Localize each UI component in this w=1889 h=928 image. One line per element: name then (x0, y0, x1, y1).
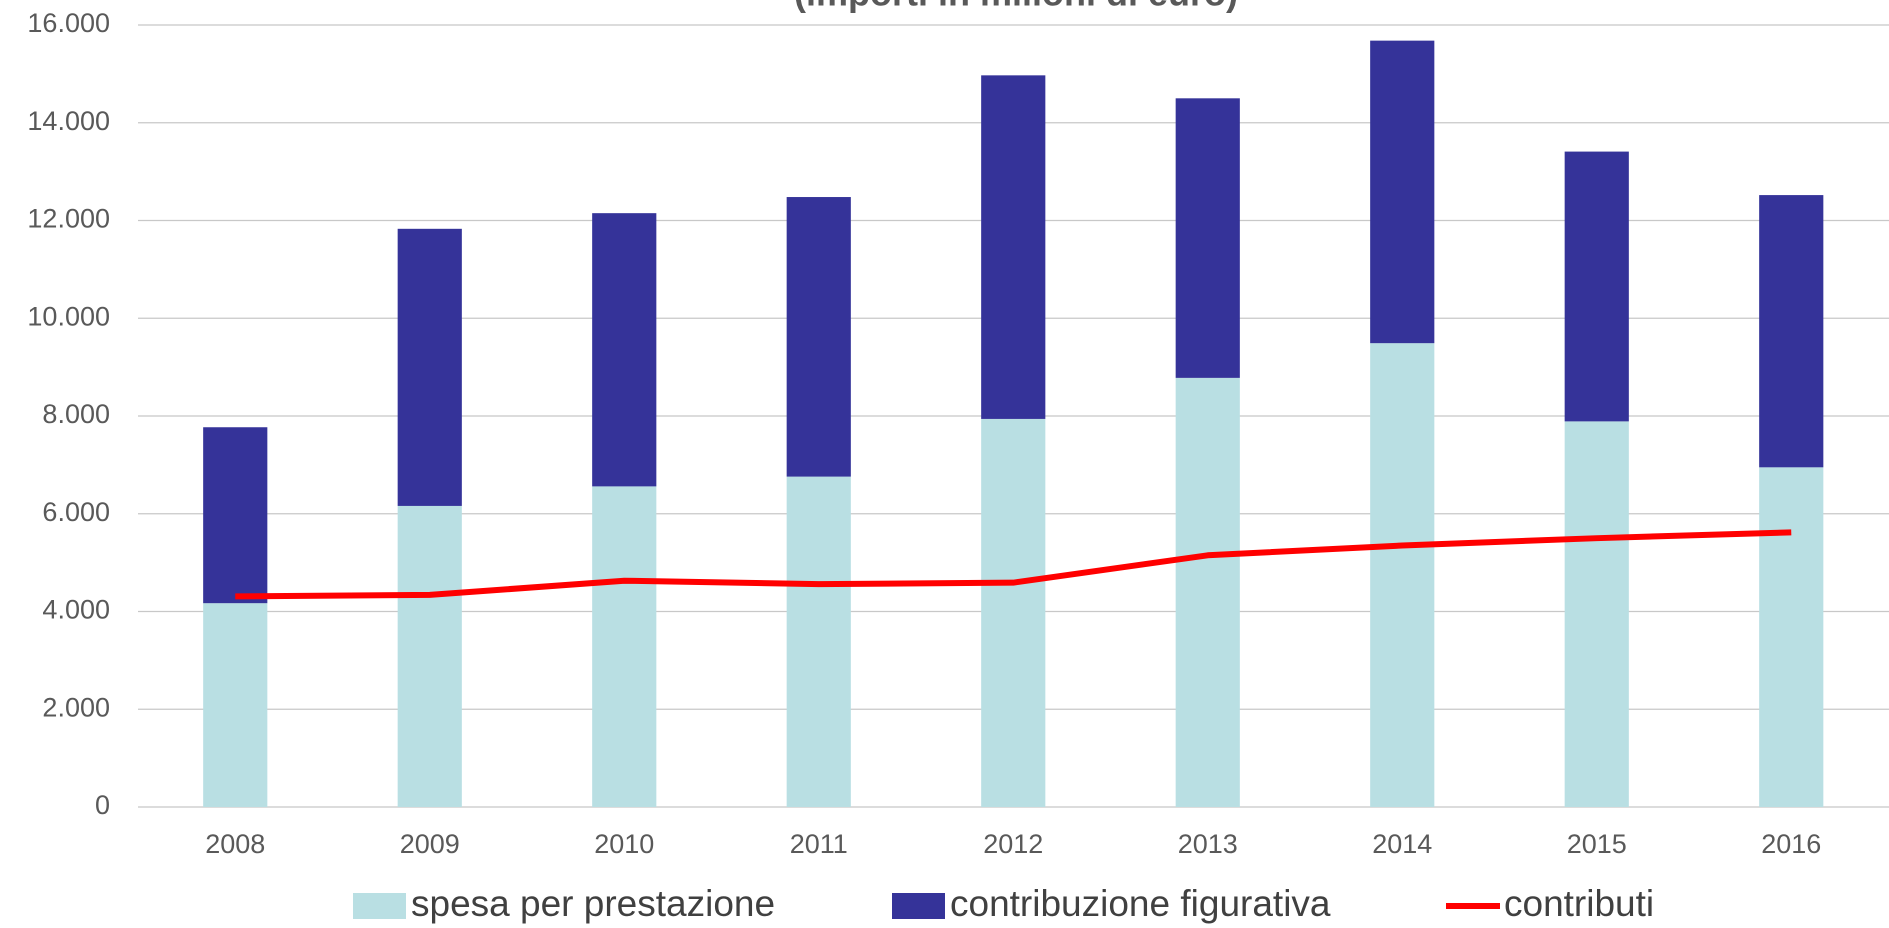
y-tick-label: 0 (95, 790, 110, 820)
bar (1370, 343, 1435, 807)
line (235, 529, 1792, 600)
bar (203, 603, 268, 807)
legend-swatch (892, 893, 945, 919)
bar (592, 486, 657, 807)
bar (1564, 151, 1629, 422)
y-tick-label: 16.000 (27, 8, 110, 38)
x-tick-label: 2012 (983, 829, 1043, 859)
bar (1759, 195, 1824, 468)
bar (981, 75, 1046, 419)
legend-label: contribuzione figurativa (950, 883, 1331, 924)
legend-swatch (353, 893, 406, 919)
bar (397, 228, 462, 506)
x-tick-label: 2011 (790, 829, 848, 859)
y-tick-label: 4.000 (42, 595, 110, 625)
x-tick-label: 2009 (400, 829, 460, 859)
y-tick-label: 14.000 (27, 106, 110, 136)
bar (786, 197, 851, 477)
y-tick-label: 8.000 (42, 399, 110, 429)
bar (397, 505, 462, 807)
legend-label: contributi (1504, 883, 1654, 924)
y-tick-label: 10.000 (27, 301, 110, 331)
x-tick-label: 2010 (594, 829, 654, 859)
bar (1370, 40, 1435, 344)
y-tick-label: 12.000 (27, 204, 110, 234)
x-tick-label: 2015 (1567, 829, 1627, 859)
x-tick-label: 2013 (1178, 829, 1238, 859)
y-tick-label: 2.000 (42, 692, 110, 722)
bar (1175, 377, 1240, 807)
x-tick-label: 2016 (1761, 829, 1821, 859)
bar (1175, 98, 1240, 378)
x-tick-label: 2008 (205, 829, 265, 859)
x-tick-label: 2014 (1372, 829, 1432, 859)
bar (786, 476, 851, 807)
chart-subtitle: (importi in milioni di euro) (794, 0, 1238, 14)
bar (1759, 467, 1824, 807)
bar (981, 418, 1046, 807)
legend-label: spesa per prestazione (411, 883, 775, 924)
bar (203, 427, 268, 604)
bar (1564, 421, 1629, 807)
bar (592, 213, 657, 487)
y-tick-label: 6.000 (42, 497, 110, 527)
